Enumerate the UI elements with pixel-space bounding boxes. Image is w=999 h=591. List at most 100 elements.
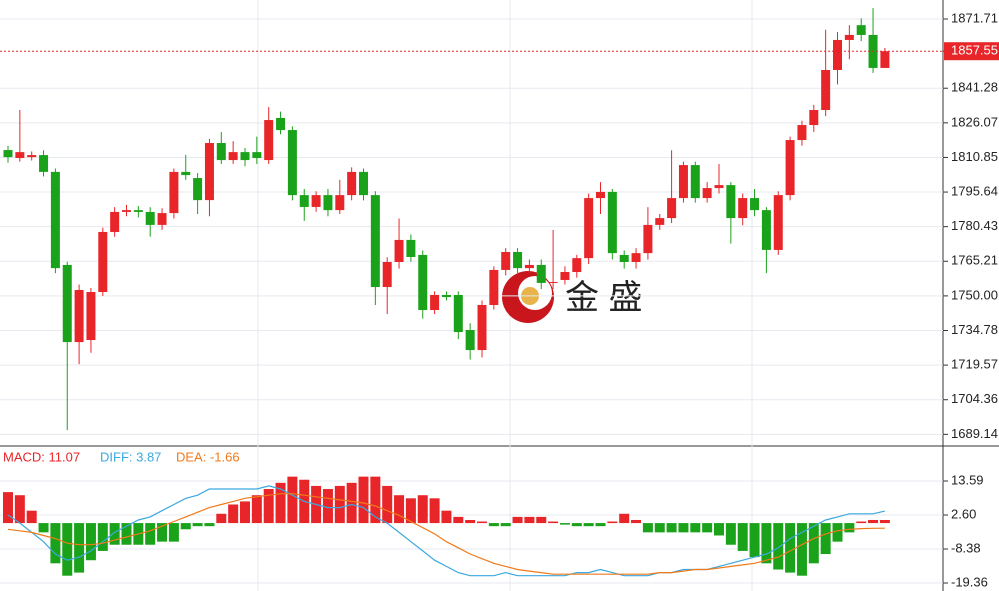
macd-bar	[405, 498, 416, 524]
candle-body	[276, 117, 286, 131]
candle-body	[596, 191, 605, 199]
macd-bar	[785, 523, 796, 573]
last-price-label: 1857.55	[951, 43, 998, 58]
candle-body	[667, 198, 677, 219]
candle-body	[833, 39, 842, 70]
macd-bar	[263, 489, 274, 524]
macd-bar	[50, 523, 61, 564]
macd-bar	[749, 523, 760, 558]
macd-bar	[358, 476, 369, 524]
macd-bar	[714, 523, 724, 536]
candle-body	[394, 239, 404, 262]
candle-body	[536, 264, 546, 283]
candle-body	[382, 261, 392, 288]
macd-bar	[702, 523, 713, 533]
candle-body	[110, 211, 120, 232]
macd-bar	[808, 523, 819, 564]
macd-bar	[737, 523, 748, 551]
macd-bar	[488, 523, 499, 527]
candle-body	[524, 264, 534, 269]
candle-body	[347, 171, 357, 196]
macd-bar	[607, 521, 618, 524]
candle-body	[619, 254, 629, 262]
macd-bar	[216, 513, 227, 524]
macd-bar	[429, 498, 440, 524]
macd-bar	[145, 523, 156, 545]
candle-body	[323, 195, 333, 211]
y-tick-label: 1795.64	[951, 183, 998, 198]
macd-bar	[370, 476, 381, 524]
candle-body	[181, 171, 191, 176]
macd-bar	[394, 495, 405, 524]
macd-bar	[168, 523, 179, 542]
candle-body	[359, 171, 368, 196]
macd-bar	[74, 523, 85, 573]
candle-body	[98, 231, 108, 293]
macd-bar	[251, 495, 262, 524]
macd-bar	[38, 523, 49, 533]
macd-label: MACD: 11.07	[3, 449, 80, 464]
macd-bar	[334, 485, 345, 524]
macd-bar	[240, 501, 250, 524]
candle-body	[441, 294, 451, 298]
macd-bar	[346, 482, 357, 524]
diff-label: DIFF: 3.87	[100, 449, 161, 464]
y-tick-label: 1765.21	[951, 253, 998, 268]
macd-bar	[571, 523, 582, 527]
macd-line	[7, 493, 885, 575]
macd-bar	[690, 523, 701, 533]
macd-bar	[192, 523, 203, 527]
candle-body	[240, 152, 250, 161]
macd-bar	[287, 476, 298, 524]
candle-body	[169, 171, 179, 214]
candle-body	[761, 210, 771, 250]
macd-bar	[228, 504, 239, 524]
candle-body	[27, 155, 37, 158]
macd-bar	[536, 516, 547, 524]
last-price-tag	[944, 42, 999, 61]
macd-bar	[559, 523, 570, 525]
candle-body	[821, 69, 831, 111]
candle-body	[560, 272, 570, 280]
macd-bar	[678, 523, 689, 533]
macd-bar	[453, 516, 464, 524]
candle-body	[477, 304, 487, 351]
candle-body	[584, 198, 594, 259]
candle-body	[453, 294, 463, 333]
candle-body	[430, 294, 440, 310]
y-tick-label: 1780.43	[951, 218, 998, 233]
candle-body	[335, 195, 345, 211]
candle-body	[809, 110, 819, 126]
candle-body	[204, 143, 214, 201]
candle-body	[122, 210, 131, 212]
y-tick-label: 1734.78	[951, 322, 998, 337]
candle-body	[738, 198, 748, 219]
macd-bar	[512, 516, 523, 524]
candle-body	[418, 254, 428, 310]
candle-body	[643, 224, 653, 254]
macd-bar	[417, 495, 428, 524]
plot: 1871.71 1841.28 1826.07 1810.85 1795.64 1780.…	[0, 8, 999, 589]
candle-body	[631, 253, 641, 262]
candle-body	[252, 152, 262, 159]
macd-bar	[275, 482, 286, 524]
candle-body	[726, 185, 736, 219]
candle-body	[489, 269, 499, 305]
y-tick-label: 1750.00	[951, 287, 998, 302]
watermark-text: 金 盛	[565, 279, 642, 317]
candle-body	[15, 152, 25, 159]
macd-bar	[382, 485, 393, 524]
candle-body	[50, 171, 60, 269]
candle-body	[607, 191, 617, 254]
macd-bar	[180, 523, 191, 530]
macd-bar	[773, 523, 784, 570]
macd-bar	[524, 516, 535, 524]
dea-label: DEA: -1.66	[176, 449, 240, 464]
candle-body	[714, 185, 724, 189]
y-tick-label: 1810.85	[951, 149, 998, 164]
candle-body	[844, 34, 854, 40]
y-tick-label: -19.36	[951, 574, 988, 589]
macd-bar	[500, 523, 511, 527]
macd-bar	[796, 523, 807, 576]
